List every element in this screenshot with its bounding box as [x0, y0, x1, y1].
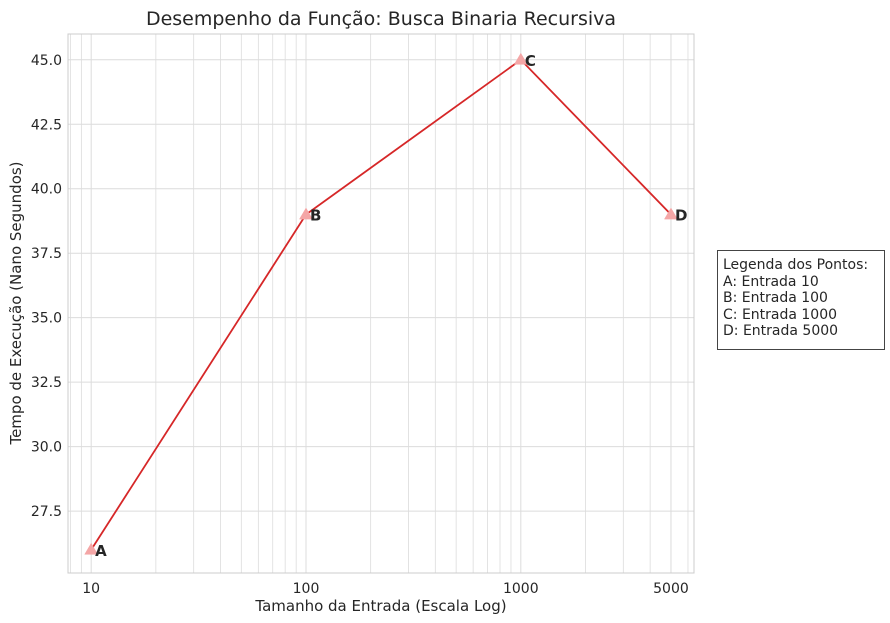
series: A B C D: [84, 52, 687, 560]
data-point-marker: [513, 52, 528, 65]
legend-entry-d: D: Entrada 5000: [723, 323, 839, 339]
x-tick-label: 10: [82, 581, 100, 597]
chart-title: Desempenho da Função: Busca Binaria Recu…: [146, 8, 616, 30]
data-point-marker: [84, 542, 99, 555]
y-tick-label: 32.5: [31, 375, 62, 391]
plot-frame: [67, 33, 695, 574]
data-point-marker: [664, 207, 678, 220]
legend-title: Legenda dos Pontos:: [723, 257, 869, 273]
y-axis-ticks: 27.5 30.0 32.5 35.0 37.5 40.0 42.5 45.0: [31, 53, 62, 520]
x-axis-label: Tamanho da Entrada (Escala Log): [254, 597, 506, 615]
y-tick-label: 42.5: [31, 117, 62, 133]
y-tick-label: 37.5: [31, 246, 62, 262]
legend-entry-c: C: Entrada 1000: [723, 306, 838, 323]
x-tick-label: 5000: [653, 581, 689, 597]
major-grid: [68, 34, 694, 573]
data-point-label: B: [310, 207, 321, 225]
legend-entry-a: A: Entrada 10: [723, 273, 819, 290]
data-point-label: C: [525, 52, 536, 70]
legend: Legenda dos Pontos: A: Entrada 10 B: Ent…: [717, 250, 885, 350]
minor-grid: [69, 34, 689, 573]
x-tick-label: 1000: [503, 581, 539, 597]
x-axis-ticks: 10 100 1000 5000: [82, 581, 689, 597]
y-tick-label: 35.0: [31, 311, 62, 327]
y-tick-label: 40.0: [31, 182, 62, 198]
x-tick-label: 100: [293, 581, 320, 597]
data-point-label: A: [95, 542, 107, 560]
legend-entry-b: B: Entrada 100: [723, 290, 828, 306]
series-line: [90, 58, 672, 551]
data-point-marker: [299, 207, 313, 220]
y-tick-label: 30.0: [31, 440, 62, 456]
y-axis-label: Tempo de Execução (Nano Segundos): [7, 161, 25, 445]
data-point-label: D: [675, 207, 687, 225]
y-tick-label: 45.0: [31, 53, 62, 69]
y-tick-label: 27.5: [31, 504, 62, 520]
